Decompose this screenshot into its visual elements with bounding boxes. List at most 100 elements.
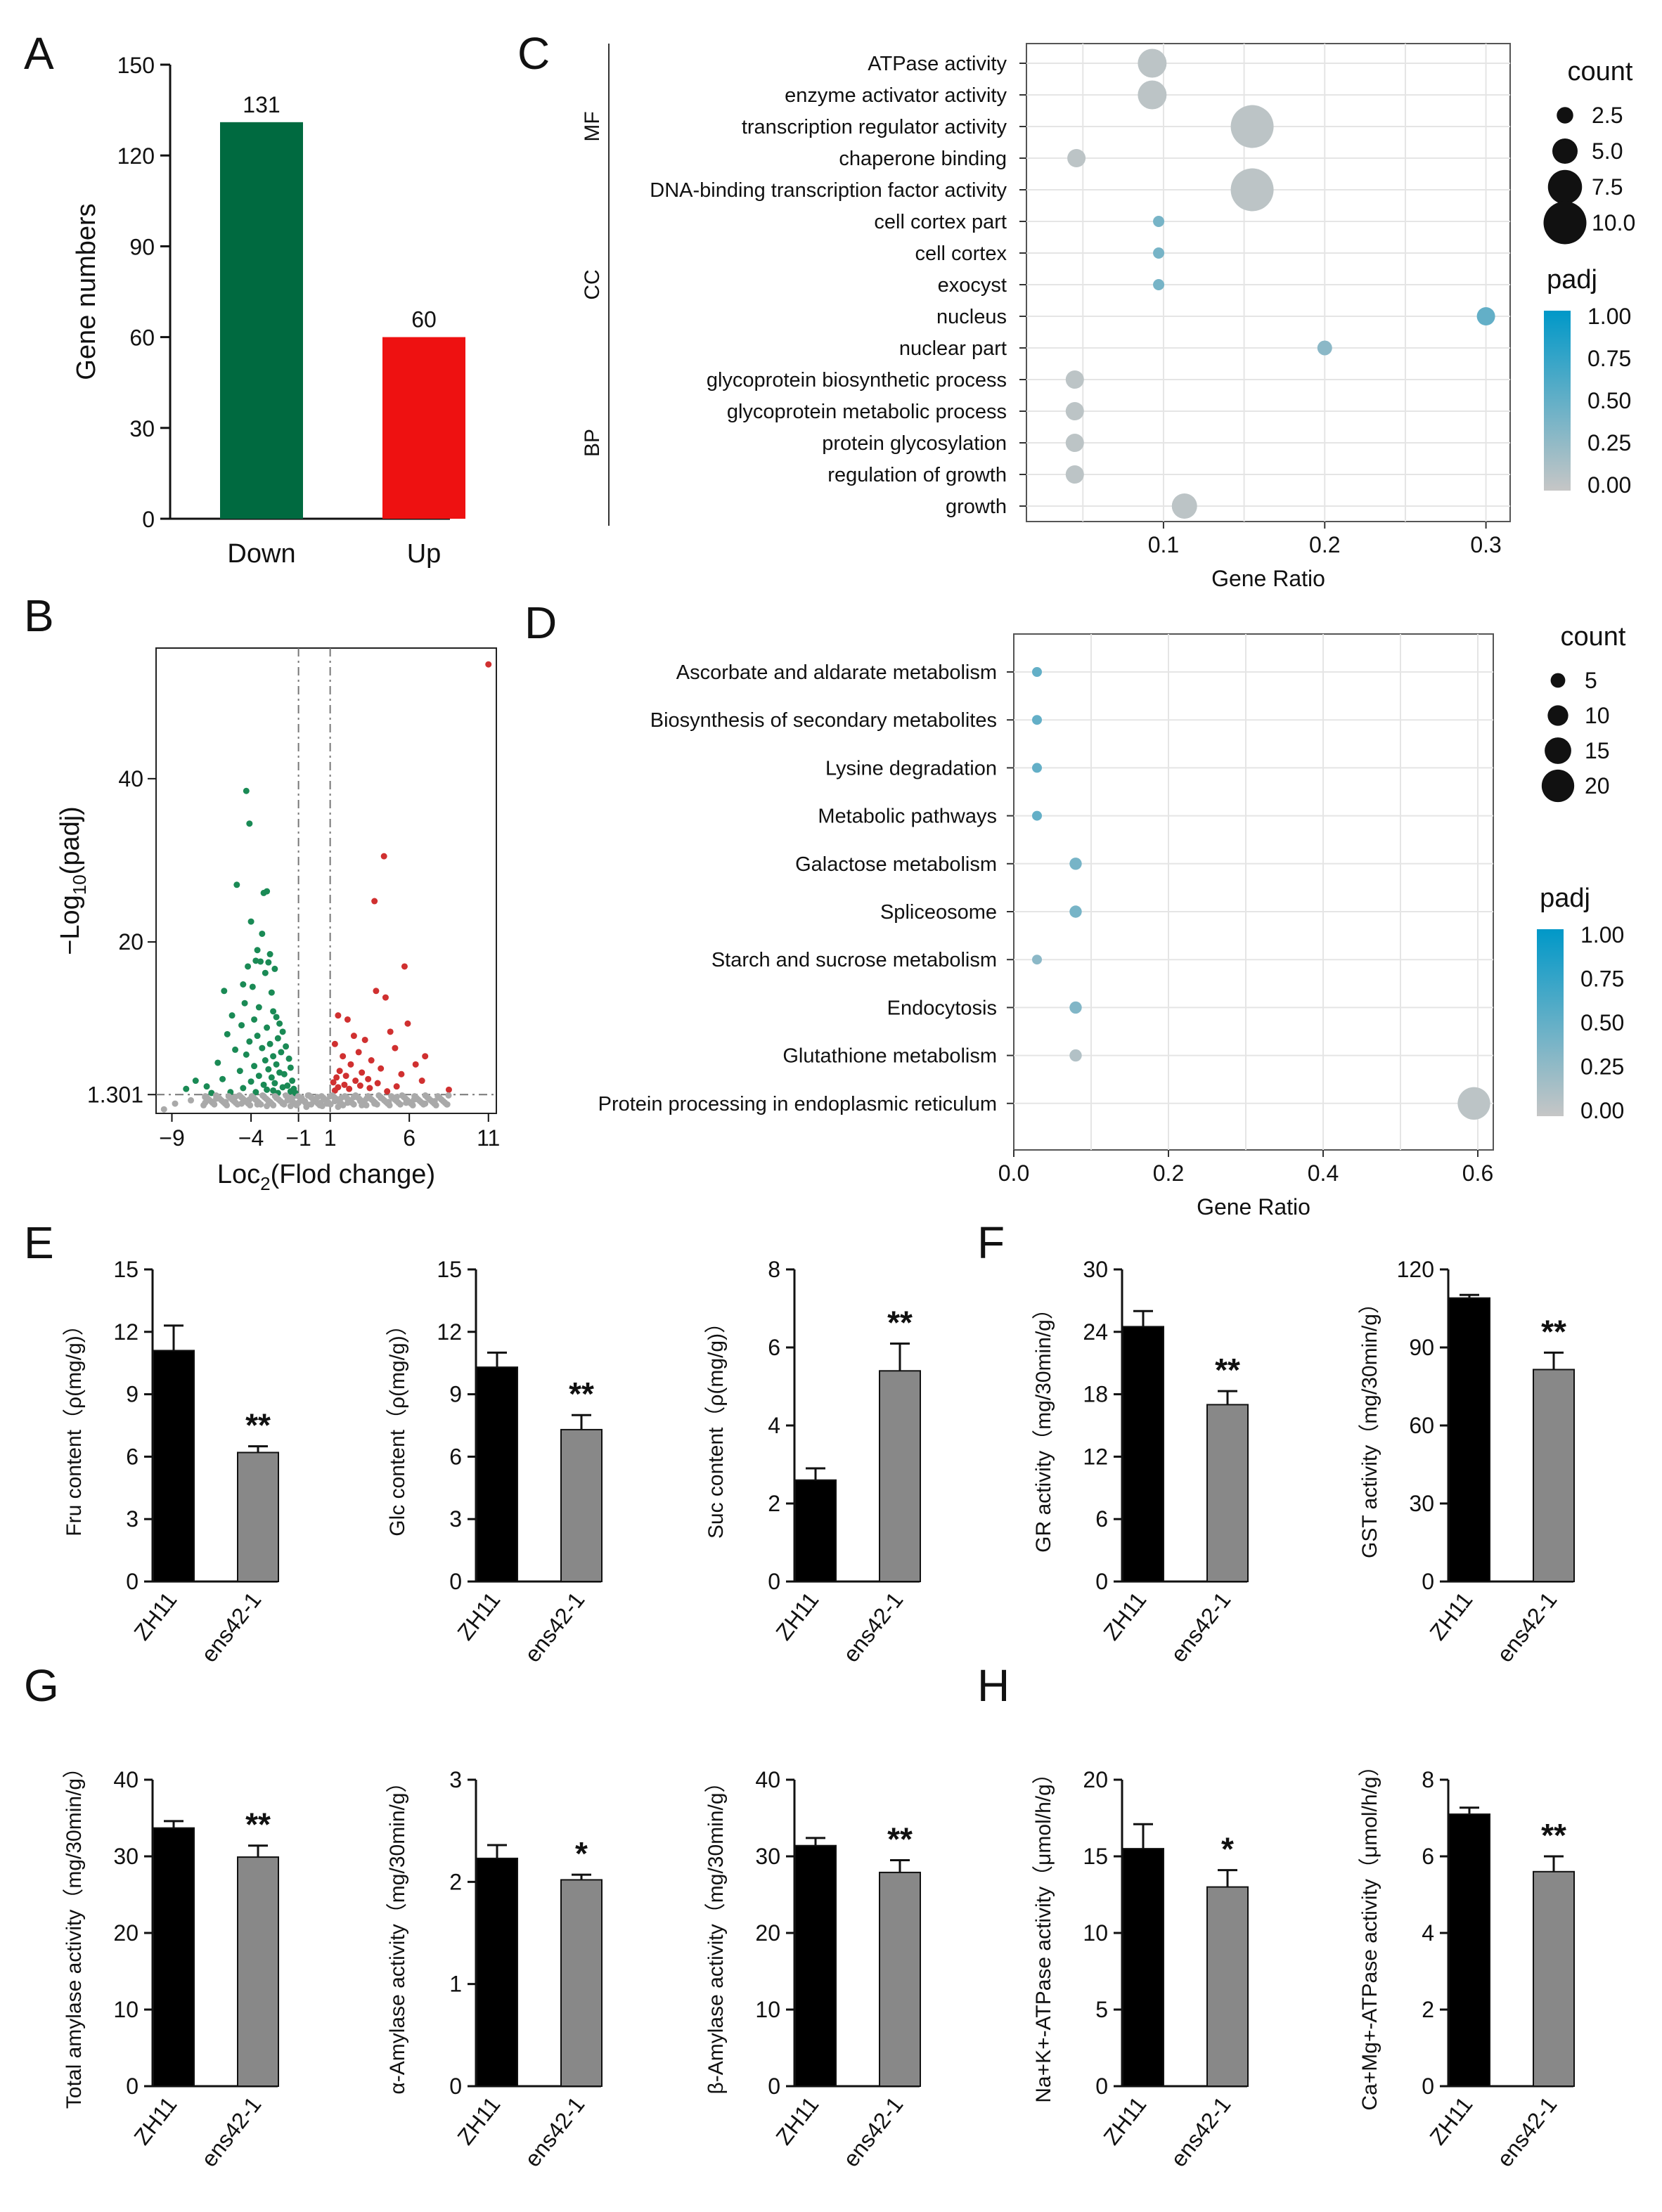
point-down	[262, 1057, 269, 1064]
x-tick-label: 0.0	[998, 1160, 1029, 1186]
x-tick-label: Down	[227, 539, 295, 569]
point-down	[228, 1012, 236, 1019]
point-ns	[160, 1106, 167, 1113]
x-tick-label: −9	[159, 1125, 184, 1151]
dot-spliceosome	[1069, 905, 1082, 918]
point-down	[271, 1080, 278, 1087]
chart-E1: 0 3 6 9 12 15 ZH11 ** ens42-1 Fru content（ρ(mg/g)…	[63, 1257, 279, 1667]
legend-size-label: 5	[1585, 668, 1597, 693]
y-tick-label: 20	[755, 1920, 780, 1946]
bar-ZH11	[794, 1479, 837, 1582]
point-down	[245, 963, 252, 970]
bar-ens42-1	[560, 1879, 603, 2088]
point-up	[344, 1016, 351, 1023]
y-axis-label: Suc content（ρ(mg/g)）	[704, 1312, 728, 1539]
legend-size-label: 10	[1585, 703, 1610, 728]
y-tick-label: 0	[142, 507, 155, 532]
x-tick-label: ens42-1	[1492, 2092, 1562, 2171]
y-tick-label: 30	[755, 1844, 780, 1869]
panel-label-A: A	[24, 28, 54, 79]
y-tick-label: 1	[449, 1972, 462, 1997]
data-label: 60	[411, 307, 437, 332]
x-tick-label: ens42-1	[196, 1587, 266, 1667]
dot-cell-cortex	[1153, 247, 1165, 259]
chart-G3: 0 10 20 30 40 ZH11 ** ens42-1 β-Amylase activity…	[704, 1767, 921, 2171]
point-down	[264, 1086, 271, 1093]
x-tick-label: ens42-1	[196, 2092, 266, 2171]
category-label: chaperone binding	[839, 148, 1007, 170]
y-tick-label: 12	[113, 1319, 138, 1345]
category-label: transcription regulator activity	[742, 116, 1007, 138]
point-down	[262, 969, 269, 976]
x-tick-label: 0.2	[1309, 532, 1340, 557]
point-up	[359, 1069, 366, 1076]
dot-metabolic-pathways	[1032, 810, 1042, 821]
dot-atpase-activity	[1138, 48, 1167, 78]
y-axis-label: α-Amylase activity（mg/30min/g）	[386, 1771, 409, 2094]
chart-H2: 0 2 4 6 8 ZH11 ** ens42-1 Ca+Mg+-ATPase activity…	[1358, 1755, 1575, 2171]
y-axis-label: Gene numbers	[72, 203, 101, 380]
plot-frame	[155, 647, 497, 1114]
chart-F2: 0 30 60 90 120 ZH11 ** ens42-1 GST activity（mg/3…	[1358, 1257, 1575, 1667]
dot-protein-processing-in-endoplasmic-reticulum	[1457, 1087, 1490, 1120]
point-down	[257, 958, 264, 965]
bar-ens42-1	[1206, 1404, 1249, 1583]
point-down	[221, 988, 228, 995]
point-down	[265, 959, 272, 966]
bar-Up	[382, 337, 465, 519]
point-down	[233, 881, 240, 888]
bar-ens42-1	[1533, 1369, 1575, 1582]
category-label: Galactose metabolism	[795, 853, 997, 876]
y-tick-label: 2	[449, 1869, 462, 1894]
dot-nuclear-part	[1317, 340, 1332, 356]
x-axis-label: Gene Ratio	[1211, 566, 1325, 591]
legend-title: count	[1568, 57, 1633, 86]
padj-colorbar	[1544, 311, 1571, 491]
y-tick-label: 20	[113, 1920, 138, 1946]
colorbar-label: 0.75	[1580, 966, 1624, 992]
significance-label: **	[887, 1304, 913, 1340]
chart-B: −9 −4 −1 1 6 11 1.301 20 40 Loc2(Flod change) −Log…	[56, 647, 500, 1194]
chart-D: Ascorbate and aldarate metabolism Biosynt…	[598, 622, 1626, 1220]
y-tick-label: 24	[1083, 1319, 1108, 1345]
x-tick-label: ens42-1	[1166, 1587, 1236, 1667]
y-tick-label: 20	[118, 929, 143, 955]
x-tick-label: ZH11	[129, 2092, 181, 2149]
point-down	[265, 1066, 272, 1073]
y-tick-label: 2	[768, 1491, 780, 1516]
chart-A: 0 30 60 90 120 150 131 Down 60 Up Gene numbers	[72, 53, 465, 569]
point-down	[268, 989, 275, 996]
point-up	[356, 1082, 363, 1089]
point-ns	[443, 1101, 450, 1108]
point-down	[243, 1051, 250, 1058]
legend-title: padj	[1540, 884, 1590, 913]
group-label-BP: BP	[581, 429, 604, 457]
x-tick-label: −4	[238, 1125, 264, 1151]
y-tick-label: 150	[117, 53, 155, 78]
category-label: Biosynthesis of secondary metabolites	[650, 709, 997, 732]
point-up	[336, 1068, 343, 1075]
point-up	[412, 1061, 419, 1068]
bar-ZH11	[1122, 1848, 1164, 2088]
x-tick-label: ZH11	[129, 1587, 181, 1645]
point-down	[284, 1082, 291, 1089]
y-tick-label: 18	[1083, 1382, 1108, 1407]
panel-label-D: D	[524, 597, 557, 648]
bar-ens42-1	[560, 1428, 603, 1583]
y-tick-label: 8	[1422, 1767, 1434, 1792]
bar-ZH11	[1122, 1326, 1164, 1583]
legend-size-label: 5.0	[1592, 138, 1623, 164]
x-tick-label: 0.2	[1153, 1160, 1184, 1186]
bar-ens42-1	[1533, 1870, 1575, 2088]
category-label: cell cortex	[915, 242, 1007, 265]
x-tick-label: ZH11	[1098, 2092, 1151, 2149]
y-tick-label: 10	[755, 1997, 780, 2022]
y-tick-label: 10	[1083, 1920, 1108, 1946]
point-up	[350, 1033, 357, 1040]
point-up	[347, 1061, 354, 1068]
point-ns	[293, 1101, 300, 1108]
significance-label: *	[575, 1835, 588, 1872]
y-axis-label: Na+K+-ATPase activity（μmol/h/g）	[1032, 1763, 1055, 2103]
x-tick-label: 0.4	[1308, 1160, 1339, 1186]
